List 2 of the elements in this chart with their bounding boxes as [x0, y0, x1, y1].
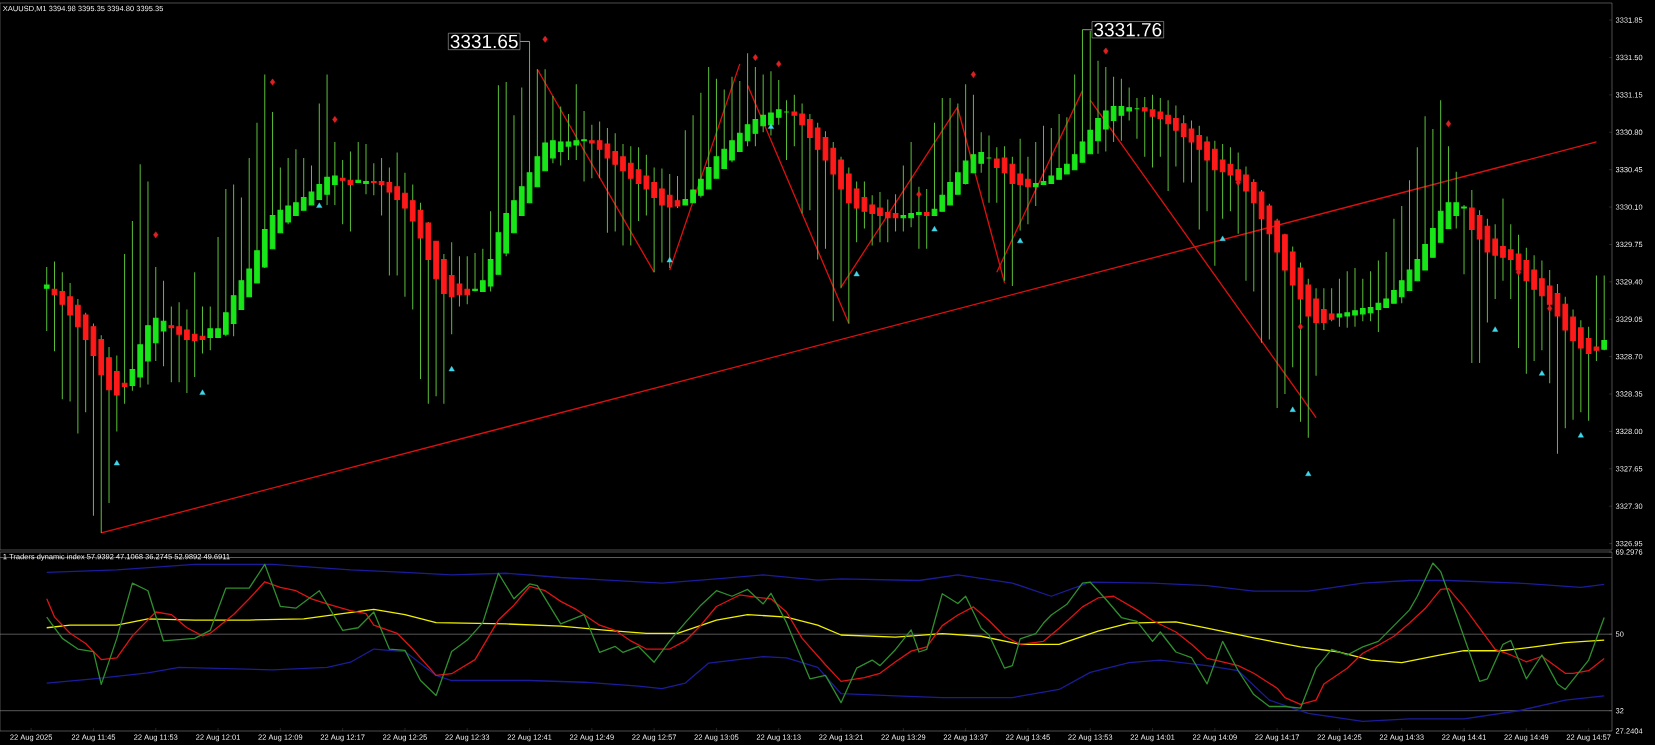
annotation: 3331.65: [450, 34, 518, 49]
annotation: 3331.76: [1094, 22, 1162, 37]
